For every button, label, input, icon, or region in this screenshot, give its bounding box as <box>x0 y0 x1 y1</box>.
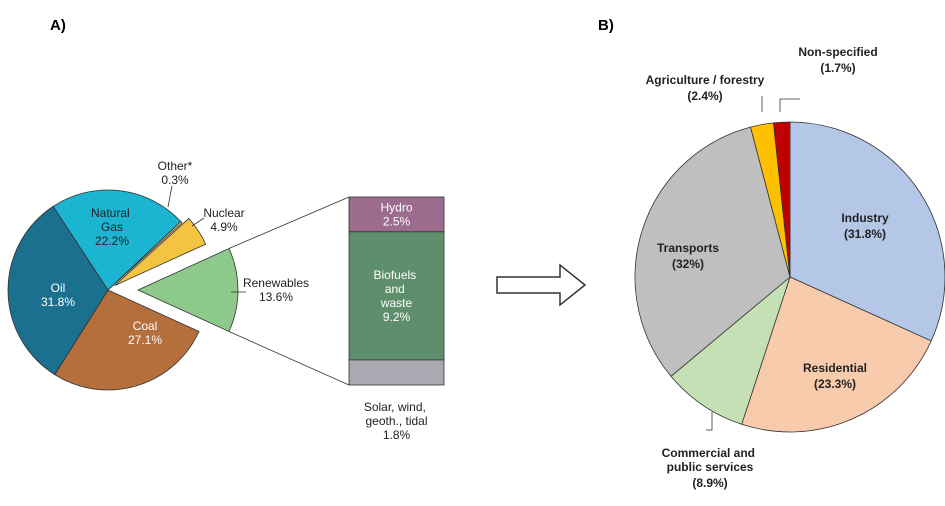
segment-value: 9.2% <box>383 310 411 324</box>
slice-value: (23.3%) <box>814 377 856 391</box>
slice-label: Natural Gas <box>91 206 133 234</box>
pie-slice <box>773 121 791 278</box>
pie-slice <box>52 189 182 291</box>
slice-value: 4.9% <box>210 220 238 234</box>
pie-slice <box>54 289 200 391</box>
leader-line <box>167 185 173 208</box>
pie-slice <box>114 217 207 286</box>
slice-label: Agriculture / forestry <box>646 73 765 87</box>
pie-slice <box>107 220 183 291</box>
pie-slice <box>634 126 791 377</box>
segment-label: Solar, wind, geoth., tidal <box>364 400 429 428</box>
slice-value: 13.6% <box>259 290 293 304</box>
slice-label: Non-specified <box>798 45 877 59</box>
leader-line <box>779 98 800 112</box>
pie-slice <box>670 275 791 425</box>
slice-value: (8.9%) <box>692 476 727 490</box>
bar-segment <box>348 359 445 386</box>
connector <box>228 331 350 386</box>
connector <box>228 196 350 249</box>
pie: Industry (31.8%) Residential (23.3%) Commerc… <box>634 45 945 490</box>
bar-segment <box>348 196 445 233</box>
slice-label: Renewables <box>243 276 309 290</box>
slice-label: Coal <box>133 319 158 333</box>
slice-label: Oil <box>51 281 66 295</box>
leader-line <box>706 412 713 431</box>
slice-label: Other* <box>158 159 193 173</box>
slice-value: 22.2% <box>95 234 129 248</box>
leader-line <box>191 217 205 227</box>
pie-slice <box>137 248 239 333</box>
slice-value: (1.7%) <box>820 61 855 75</box>
slice-label: Commercial and public services <box>662 446 759 474</box>
segment-value: 2.5% <box>383 214 411 228</box>
slice-label: Industry <box>841 211 889 225</box>
slice-value: 0.3% <box>161 173 189 187</box>
slice-value: (2.4%) <box>687 89 722 103</box>
arrow <box>496 263 587 307</box>
slice-label: Transports <box>657 241 719 255</box>
segment-label: Hydro <box>380 200 412 214</box>
bar-segment <box>348 231 445 361</box>
slice-value: 31.8% <box>41 295 75 309</box>
slice-value: 27.1% <box>128 333 162 347</box>
pie-slice <box>741 276 932 433</box>
panel-label: A) <box>50 17 66 34</box>
pie-slice <box>7 205 109 376</box>
segment-value: 1.8% <box>383 428 411 442</box>
slice-value: (32%) <box>672 257 704 271</box>
slice-label: Nuclear <box>203 206 244 220</box>
pie-slice <box>789 121 945 342</box>
panel-label: B) <box>598 17 614 34</box>
slice-label: Residential <box>803 361 867 375</box>
segment-label: Biofuels and waste <box>373 268 419 310</box>
slice-value: (31.8%) <box>844 227 886 241</box>
